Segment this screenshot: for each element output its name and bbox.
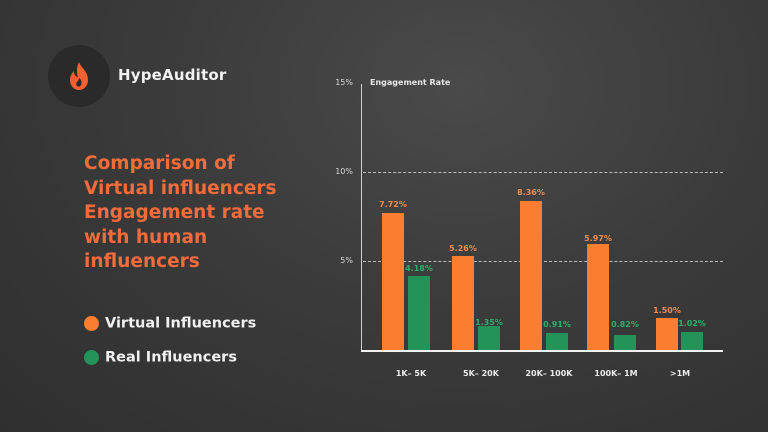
flame-icon <box>70 62 88 90</box>
x-category: >1M <box>669 369 691 378</box>
legend-item-virtual: Virtual Influencers <box>84 313 256 332</box>
y-tick: 5% <box>340 256 353 265</box>
x-category: 100K– 1M <box>594 369 638 378</box>
headline-line: with human <box>84 226 208 248</box>
bar-virtual <box>587 244 609 350</box>
y-axis-label: Engagement Rate <box>370 78 451 87</box>
value-label-virtual: 5.26% <box>449 244 477 253</box>
value-label-real: 4.18% <box>405 264 433 273</box>
headline-line: Virtual influencers <box>84 177 277 199</box>
bar-virtual <box>656 318 678 350</box>
x-category: 5K– 20K <box>463 369 499 378</box>
headline: Comparison of Virtual influencers Engage… <box>84 152 344 275</box>
legend-item-real: Real Influencers <box>84 347 237 366</box>
headline-line: influencers <box>84 251 200 272</box>
y-tick: 15% <box>335 78 353 87</box>
green-dot-icon <box>84 350 99 365</box>
bar-real <box>546 333 568 350</box>
bar-virtual <box>452 256 474 350</box>
headline-line: Engagement rate <box>84 202 265 223</box>
orange-dot-icon <box>84 316 99 331</box>
value-label-real: 1.02% <box>678 319 706 328</box>
y-axis <box>361 84 362 351</box>
brand-name: HypeAuditor <box>118 66 227 84</box>
bar-real <box>408 276 430 350</box>
value-label-virtual: 8.36% <box>517 188 545 197</box>
brand-logo <box>48 45 110 107</box>
bar-virtual <box>520 201 542 350</box>
x-category: 20K– 100K <box>525 369 573 378</box>
bar-real <box>614 335 636 350</box>
gridline-10 <box>363 172 723 173</box>
value-label-virtual: 1.50% <box>653 306 681 315</box>
bar-real <box>478 326 500 350</box>
x-axis <box>361 350 723 352</box>
gridline-5 <box>363 261 723 262</box>
value-label-real: 0.82% <box>611 320 639 329</box>
legend-label: Virtual Influencers <box>105 315 257 332</box>
headline-line: Comparison of <box>84 153 235 174</box>
x-category: 1K– 5K <box>395 369 427 378</box>
y-tick: 10% <box>335 167 353 176</box>
value-label-virtual: 7.72% <box>379 200 407 209</box>
value-label-real: 0.91% <box>543 320 571 329</box>
bar-real <box>681 332 703 350</box>
value-label-virtual: 5.97% <box>584 234 612 243</box>
bar-virtual <box>382 213 404 350</box>
legend-label: Real Influencers <box>105 349 237 366</box>
value-label-real: 1.35% <box>475 318 503 327</box>
